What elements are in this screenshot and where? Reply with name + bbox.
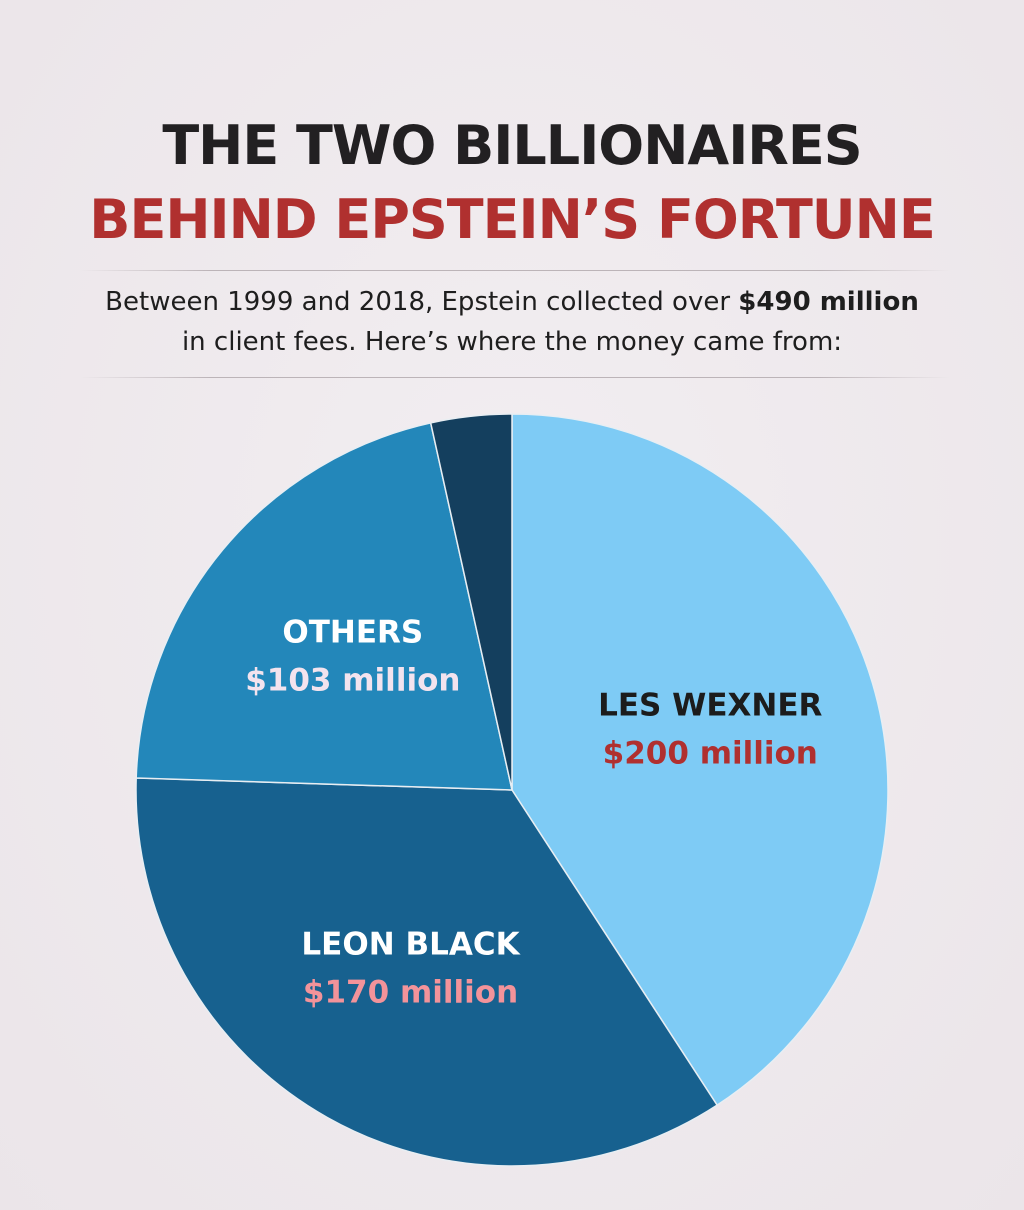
value-label: $170 million xyxy=(303,975,518,1011)
slice-label: LEON BLACK xyxy=(301,927,520,963)
slice-label: LES WEXNER xyxy=(598,688,822,724)
pie-slice xyxy=(511,413,889,1107)
slice-label: OTHERS xyxy=(282,614,423,650)
subtitle-text: Between 1999 and 2018, Epstein collected… xyxy=(105,287,739,317)
subtitle-text: in client fees. Here’s where the money c… xyxy=(181,327,843,357)
divider xyxy=(80,377,950,378)
subtitle-highlight: $490 million xyxy=(738,287,919,317)
divider xyxy=(80,270,950,271)
subtitle: Between 1999 and 2018, Epstein collected… xyxy=(90,282,934,362)
pie-slice xyxy=(429,413,513,791)
value-label: $200 million xyxy=(603,736,818,772)
pie-slice xyxy=(135,422,513,791)
value-label: $103 million xyxy=(245,662,460,698)
chart-title: BEHIND EPSTEIN’S FORTUNE xyxy=(89,188,935,251)
pie-slice xyxy=(135,777,719,1167)
chart-title: THE TWO BILLIONAIRES xyxy=(162,114,862,177)
